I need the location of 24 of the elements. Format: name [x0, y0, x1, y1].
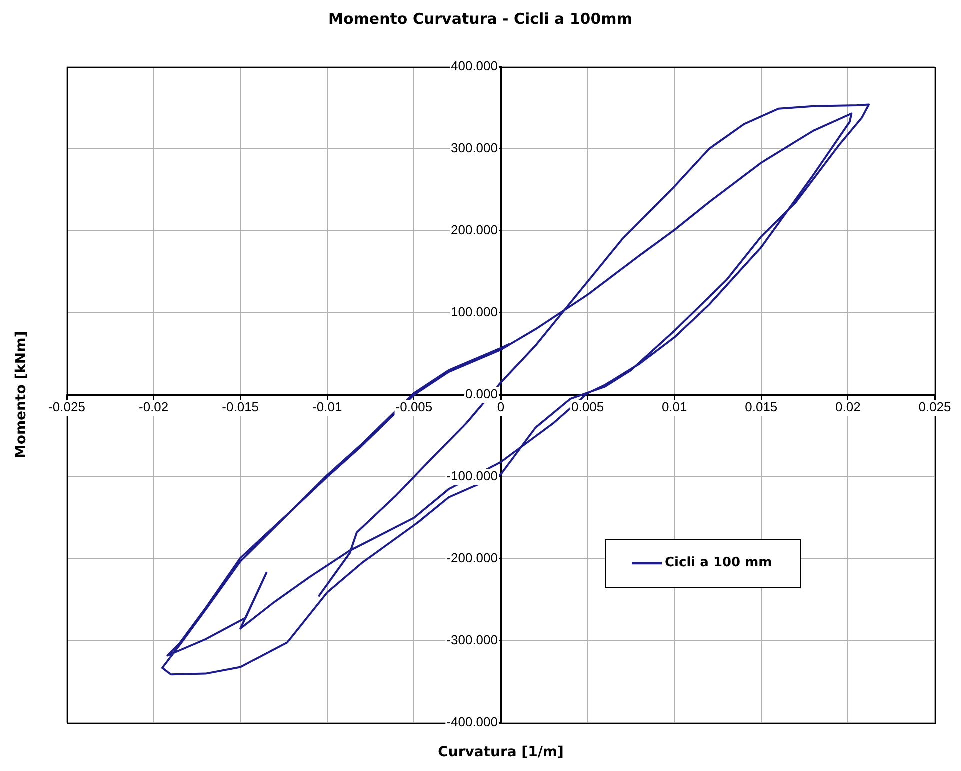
x-tick-label: 0.02 — [836, 400, 861, 415]
x-tick-label: 0.01 — [662, 400, 688, 415]
x-axis-title: Curvatura [1/m] — [438, 744, 564, 761]
legend-label: Cicli a 100 mm — [665, 556, 772, 571]
x-tick-label: 0 — [497, 400, 505, 415]
x-tick-label: -0.025 — [48, 400, 86, 415]
y-tick-label: -200.000 — [446, 550, 498, 566]
x-tick-label: 0.025 — [918, 400, 952, 415]
y-tick-label: -400.000 — [446, 714, 498, 730]
chart-title: Momento Curvatura - Cicli a 100mm — [328, 10, 632, 28]
y-tick-label: 0.000 — [465, 386, 498, 402]
x-tick-label: -0.01 — [312, 400, 342, 415]
x-tick-label: 0.015 — [745, 400, 778, 415]
y-tick-label: 400.000 — [451, 58, 498, 74]
x-tick-label: -0.015 — [222, 400, 260, 415]
y-axis-title: Momento [kNm] — [14, 331, 30, 459]
y-tick-label: -300.000 — [446, 632, 498, 648]
y-tick-label: 100.000 — [451, 304, 498, 320]
x-tick-label: -0.02 — [138, 400, 169, 415]
y-tick-label: -100.000 — [446, 468, 498, 484]
x-tick-label: -0.005 — [396, 400, 433, 415]
y-tick-label: 300.000 — [451, 140, 498, 156]
y-tick-label: 200.000 — [451, 222, 498, 238]
x-tick-label: 0.005 — [572, 400, 604, 415]
